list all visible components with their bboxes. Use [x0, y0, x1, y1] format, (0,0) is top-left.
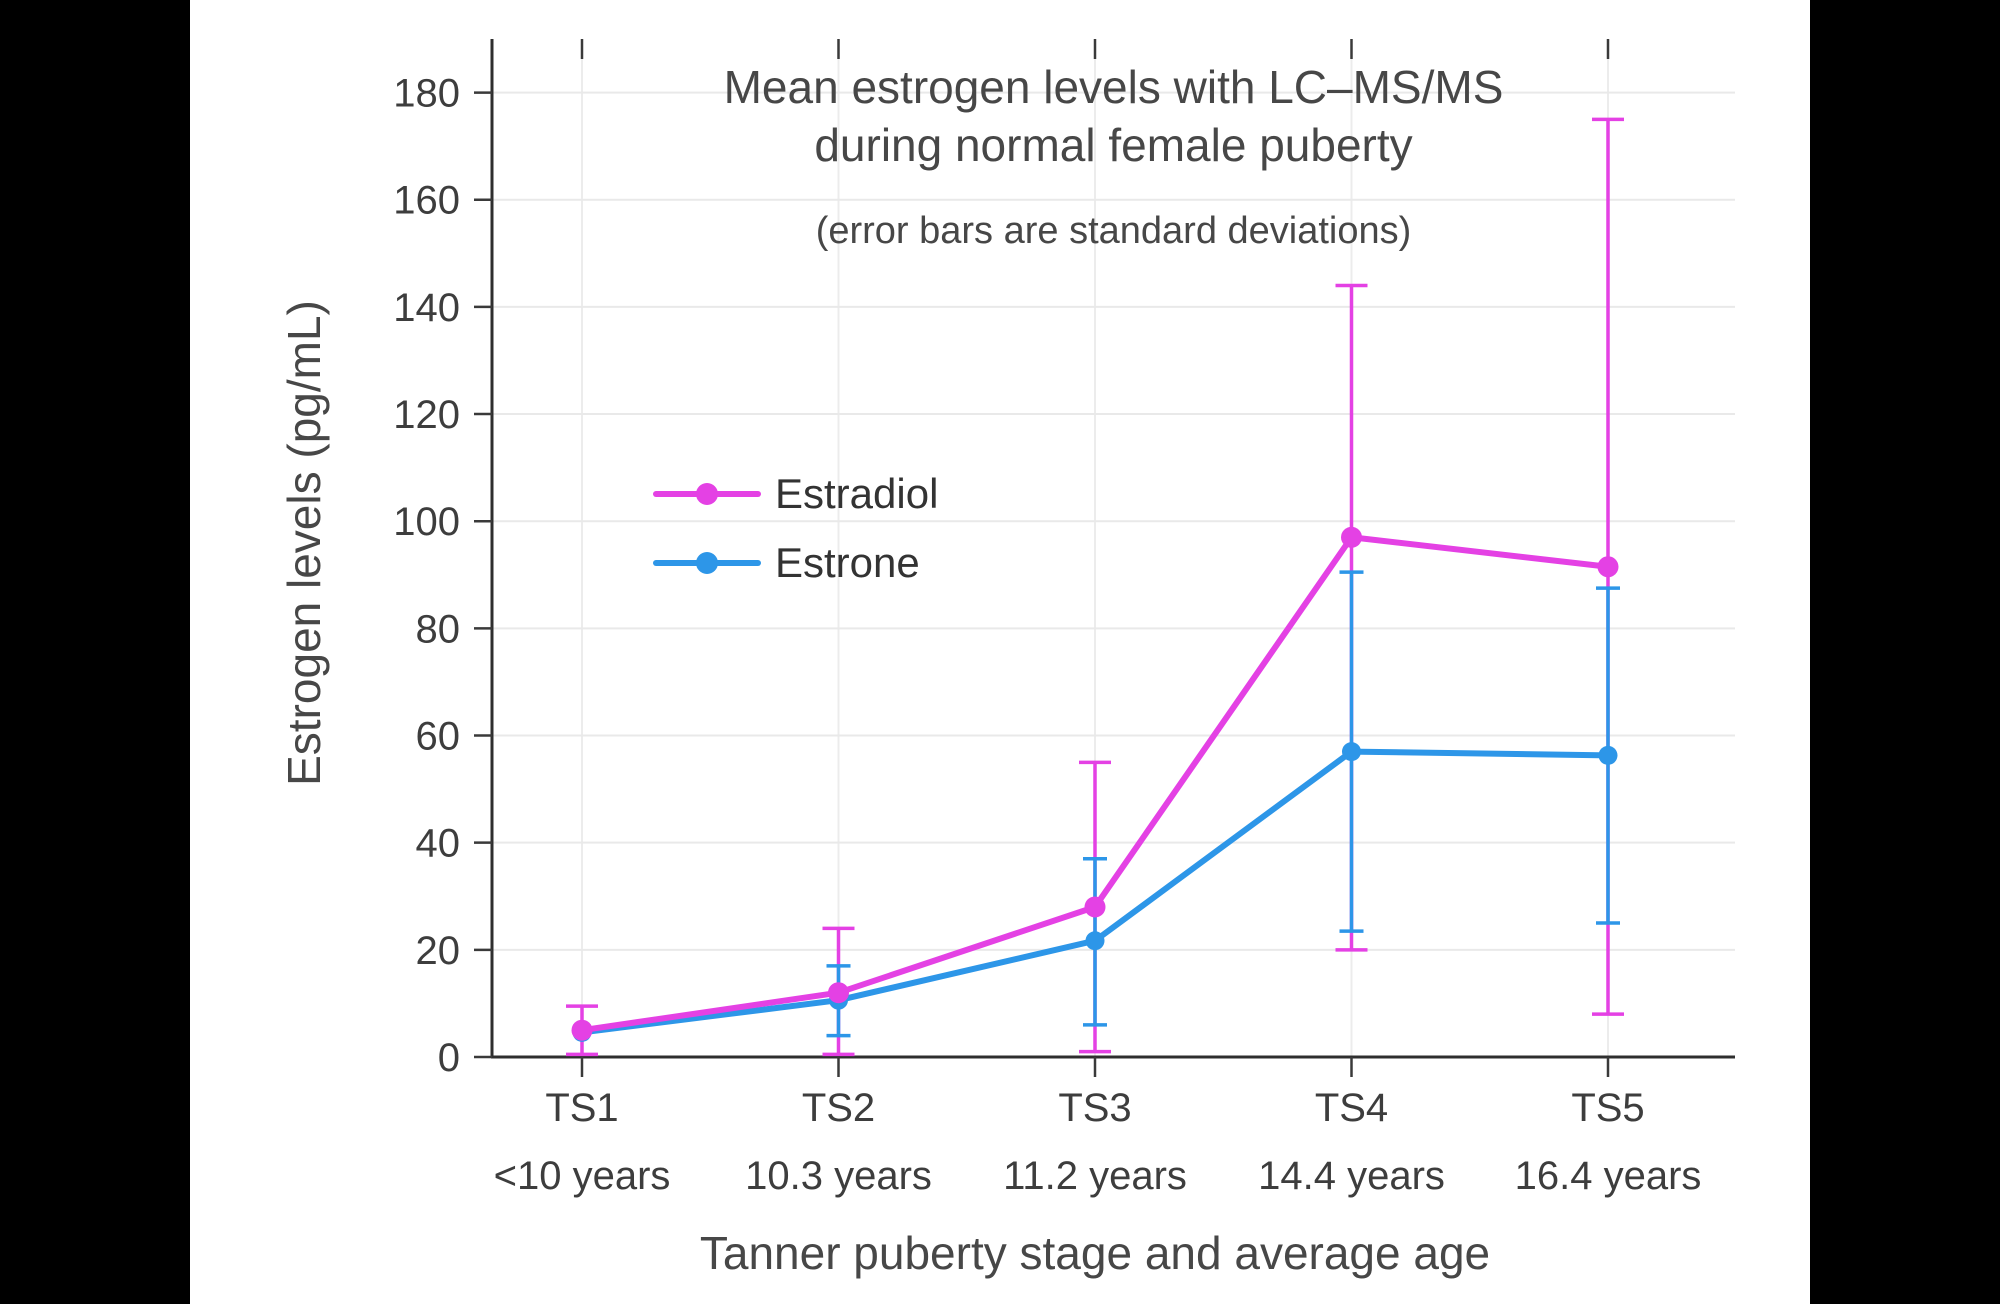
estrone-line-swatch — [653, 551, 761, 574]
svg-text:<10 years: <10 years — [494, 1154, 671, 1198]
chart-subtitle: (error bars are standard deviations) — [815, 210, 1412, 252]
svg-text:14.4 years: 14.4 years — [1258, 1154, 1445, 1198]
svg-text:16.4 years: 16.4 years — [1515, 1154, 1702, 1198]
plot-svg: 0 20 40 60 80 100 120 140 160 180 TS1 TS2 TS3 TS4 TS5 <… — [393, 39, 1735, 1198]
svg-text:20: 20 — [416, 929, 461, 973]
svg-text:TS5: TS5 — [1571, 1086, 1644, 1130]
letterbox-right — [1810, 0, 2000, 1304]
estradiol-marker-icon — [696, 482, 718, 505]
svg-text:0: 0 — [438, 1036, 460, 1080]
letterbox-left — [0, 0, 190, 1304]
chart-title-line1: Mean estrogen levels with LC–MS/MS — [723, 61, 1504, 113]
svg-text:180: 180 — [393, 72, 460, 116]
svg-text:80: 80 — [416, 607, 461, 651]
svg-text:TS4: TS4 — [1315, 1086, 1388, 1130]
x-axis-title: Tanner puberty stage and average age — [699, 1227, 1491, 1279]
legend-label-estrone: Estrone — [775, 538, 920, 586]
chart-title-line2: during normal female puberty — [814, 119, 1413, 171]
svg-text:160: 160 — [393, 179, 460, 223]
estrone-marker-icon — [696, 551, 718, 574]
svg-text:11.2 years: 11.2 years — [1003, 1154, 1187, 1198]
legend-item-estradiol: Estradiol — [653, 459, 938, 528]
legend-label-estradiol: Estradiol — [775, 469, 939, 517]
svg-text:60: 60 — [416, 715, 461, 759]
svg-text:40: 40 — [416, 822, 461, 866]
svg-text:10.3 years: 10.3 years — [745, 1154, 932, 1198]
chart-panel: 0 20 40 60 80 100 120 140 160 180 TS1 TS2 TS3 TS4 TS5 <… — [190, 0, 1810, 1304]
svg-text:TS1: TS1 — [545, 1086, 618, 1130]
estradiol-line-swatch — [653, 482, 761, 505]
y-axis-title: Estrogen levels (pg/mL) — [278, 300, 330, 786]
svg-text:100: 100 — [393, 500, 460, 544]
legend: Estradiol Estrone — [653, 459, 938, 597]
svg-text:140: 140 — [393, 286, 460, 330]
svg-text:TS3: TS3 — [1058, 1086, 1131, 1130]
legend-item-estrone: Estrone — [653, 528, 938, 597]
chart-title: Mean estrogen levels with LC–MS/MS durin… — [492, 58, 1735, 174]
svg-text:120: 120 — [393, 393, 460, 437]
svg-text:TS2: TS2 — [802, 1086, 875, 1130]
